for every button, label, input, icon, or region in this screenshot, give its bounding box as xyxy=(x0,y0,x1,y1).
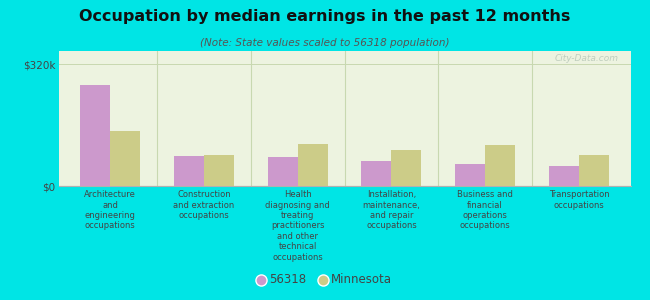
Bar xyxy=(268,158,298,186)
Bar xyxy=(298,144,328,186)
Bar xyxy=(110,131,140,186)
Bar xyxy=(579,155,609,186)
Legend: 56318, Minnesota: 56318, Minnesota xyxy=(254,269,396,291)
Bar xyxy=(391,150,421,186)
Bar xyxy=(174,156,204,186)
Bar xyxy=(80,85,110,186)
Bar xyxy=(204,155,234,186)
Text: Occupation by median earnings in the past 12 months: Occupation by median earnings in the pas… xyxy=(79,9,571,24)
Bar xyxy=(361,161,391,186)
Text: City-Data.com: City-Data.com xyxy=(555,54,619,63)
Bar xyxy=(485,145,515,186)
Bar xyxy=(549,166,579,186)
Bar xyxy=(455,164,485,186)
Text: (Note: State values scaled to 56318 population): (Note: State values scaled to 56318 popu… xyxy=(200,38,450,47)
